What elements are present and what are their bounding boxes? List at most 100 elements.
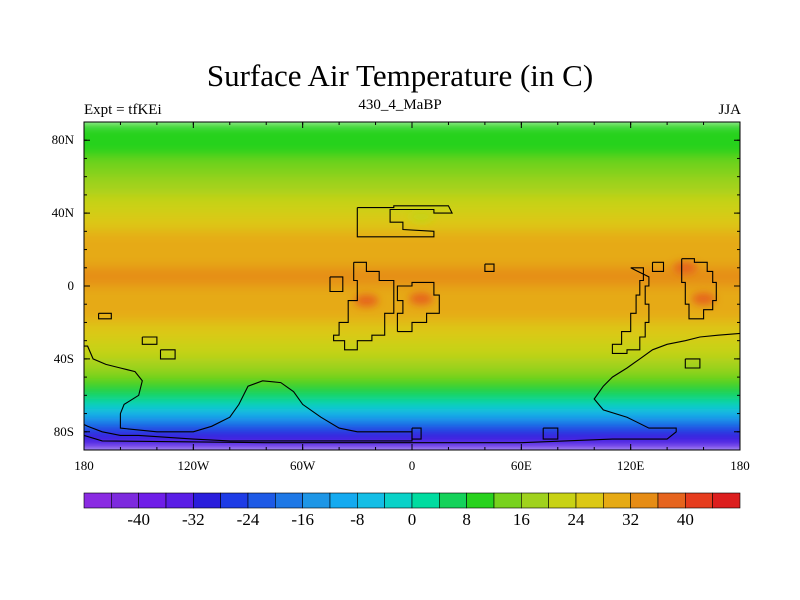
temperature-band [84,253,740,260]
lat-tick-label: 0 [67,278,75,293]
temperature-band [84,180,740,187]
colorbar-label: 24 [567,510,585,529]
colorbar-box [630,492,659,509]
coastline [681,258,717,320]
temperature-band [84,312,740,319]
lat-tick-label: 40N [51,205,74,221]
temperature-band [84,258,740,264]
temperature-band [84,226,740,232]
hot-spot [354,294,379,307]
temperature-band [84,344,740,351]
temperature-band [84,139,740,146]
colorbar-label: 40 [676,510,694,529]
lat-tick-label: 40S [53,350,74,366]
coastline [98,312,112,320]
colorbar-label: 8 [462,510,471,529]
colorbar-label: -24 [236,510,260,529]
colorbar-box [685,492,713,509]
lon-tick-label: 180 [74,458,94,473]
temperature-band [84,367,740,374]
coastline [84,345,413,442]
temperature-band [84,130,740,137]
colorbar-label: 0 [407,510,417,529]
coastline [356,205,453,238]
lon-tick-label: 60W [290,458,316,473]
temperature-band [84,362,740,369]
temperature-band [84,290,740,296]
lon-tick-label: 60E [510,458,532,473]
temperature-band [84,185,740,191]
colorbar-box [275,492,303,509]
temperature-band [84,208,740,214]
temperature-band [84,353,740,360]
colorbar-box [193,492,221,509]
time-label: 430_4_MaBP [358,97,442,113]
colorbar-box [548,492,577,509]
colorbar-box [247,492,276,509]
coastline [684,358,701,369]
colorbar-box [521,492,549,509]
coastline [484,263,495,272]
colorbar-box [712,492,741,509]
temperature-band [84,417,740,424]
temperature-band [84,308,740,314]
temperature-band [84,189,740,196]
temperature-band [84,153,740,159]
colorbar-label: -40 [127,510,150,529]
temperature-band [84,303,740,310]
temperature-band [84,144,740,150]
colorbar-box [111,492,139,509]
coastline [84,332,740,444]
temperature-band [84,157,740,164]
temperature-band [84,408,740,415]
colorbar-label: 16 [512,510,530,529]
temperature-band [84,349,740,355]
colorbar-label: -32 [181,510,205,529]
temperature-band [84,239,740,246]
temperature-band [84,249,740,255]
temperature-band [84,285,740,292]
coastline [651,261,665,272]
temperature-band [84,267,740,273]
temperature-band [84,422,740,428]
colorbar-box [466,492,495,509]
axis-ticks [83,121,741,451]
temperature-band [84,394,740,401]
temperature-band [84,413,740,419]
coastline [411,427,422,440]
coastline [396,281,440,333]
temperature-band [84,276,740,282]
temperature-band [84,230,740,237]
temperature-band [84,235,740,241]
lat-tick-label: 80N [51,132,74,148]
colorbar-box [493,492,522,509]
coastlines [84,205,740,444]
temperature-band [84,135,740,141]
colorbar-box [575,492,604,509]
coastline [542,427,559,440]
temperature-band [84,403,740,410]
hot-spots [354,210,716,307]
hot-spot [409,292,434,305]
lat-tick-label: 80S [53,423,74,439]
colorbar-box [411,492,440,509]
temperature-band [84,331,740,337]
temperature-band [84,390,740,396]
chart-title: Surface Air Temperature (in C) [206,58,594,93]
temperature-band [84,399,740,405]
temperature-band [84,271,740,278]
temperature-band [84,148,740,155]
hot-spot [673,261,698,274]
temperature-band [84,162,740,169]
lon-tick-label: 120E [616,458,645,473]
temperature-band [84,244,740,251]
temperature-band [84,335,740,342]
temperature-band [84,194,740,200]
coastline [159,349,176,360]
colorbar-box [603,492,631,509]
hot-spot [691,292,716,305]
colorbar-box [357,492,385,509]
colorbar-box [657,492,686,509]
lon-tick-label: 0 [408,458,416,473]
